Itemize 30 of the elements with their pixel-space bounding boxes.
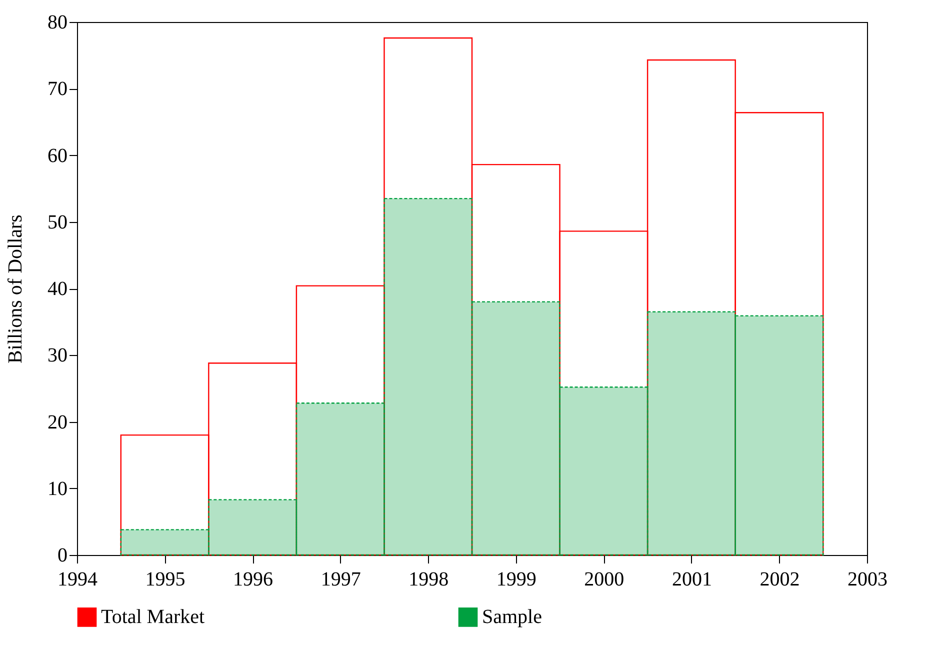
- x-tick-label: 2001: [672, 568, 712, 590]
- y-tick-label: 40: [48, 278, 68, 300]
- x-tick-label: 1996: [233, 568, 274, 590]
- y-tick-label: 10: [48, 478, 68, 500]
- y-tick-label: 60: [48, 144, 68, 167]
- x-tick-label: 1995: [145, 568, 186, 590]
- bar: [208, 499, 298, 556]
- y-tick-label: 0: [58, 544, 68, 566]
- bar: [646, 311, 736, 556]
- x-tick-label: 2000: [584, 568, 624, 590]
- x-tick-label: 2002: [760, 568, 800, 590]
- legend-label: Sample: [482, 606, 542, 628]
- x-tick-label: 1999: [496, 568, 536, 590]
- x-tick-label: 1994: [58, 568, 98, 590]
- x-tick-label: 1998: [408, 568, 449, 590]
- y-tick-label: 50: [48, 211, 68, 234]
- y-axis-title: Billions of Dollars: [4, 214, 26, 364]
- bar: [559, 386, 648, 556]
- bar: [471, 301, 560, 556]
- x-tick-label: 2003: [848, 568, 888, 590]
- legend-label: Total Market: [101, 606, 206, 628]
- y-tick-label: 30: [48, 344, 68, 367]
- y-tick-label: 70: [48, 78, 68, 100]
- bar: [296, 402, 385, 556]
- y-tick-label: 20: [48, 411, 68, 434]
- bar: [734, 315, 824, 556]
- y-tick-label: 80: [48, 12, 68, 34]
- bar: [120, 529, 210, 556]
- x-tick-label: 1997: [320, 568, 361, 590]
- bar: [384, 198, 473, 556]
